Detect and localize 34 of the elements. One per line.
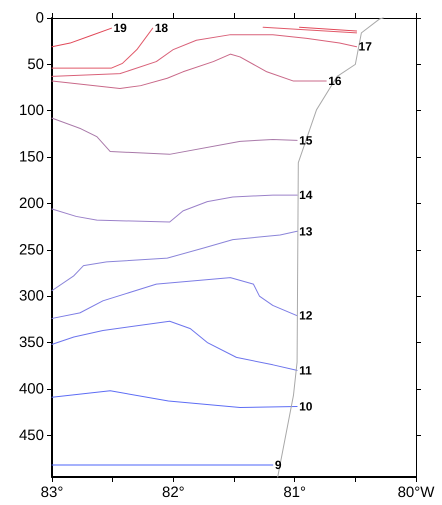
line-series (52, 390, 298, 408)
y-tick-label: 150 (18, 148, 44, 166)
line-series (52, 277, 298, 319)
y-tick-label: 0 (36, 10, 44, 26)
line-series (277, 18, 384, 478)
x-tick-label: 81° (283, 484, 306, 501)
line-series (52, 320, 298, 371)
series-label: 15 (299, 133, 313, 148)
series-label: 17 (358, 40, 372, 54)
line-series (52, 54, 327, 89)
y-tick-label: 250 (18, 241, 44, 258)
y-tick-label: 300 (18, 288, 44, 305)
series-label: 13 (299, 224, 313, 238)
line-series (52, 34, 358, 77)
series-label: 18 (154, 21, 168, 36)
x-tick-label: 82° (162, 484, 185, 501)
line-series (52, 118, 298, 155)
y-tick-label: 400 (18, 380, 44, 398)
y-tick-label: 200 (18, 194, 44, 212)
x-tick-label: 80°W (398, 484, 436, 501)
series-label: 19 (113, 21, 128, 36)
x-tick-label: 83° (40, 484, 64, 501)
y-tick-label: 100 (18, 102, 44, 120)
series-label: 16 (328, 74, 342, 88)
y-tick-label: 450 (18, 426, 44, 444)
line-series (52, 194, 298, 222)
y-tick-label: 350 (18, 334, 44, 352)
series-label: 9 (274, 458, 282, 472)
series-label: 10 (299, 400, 313, 414)
series-label: 12 (299, 308, 313, 323)
line-series (52, 230, 298, 292)
y-tick-label: 50 (27, 56, 44, 73)
series-label: 14 (299, 188, 313, 202)
series-label: 11 (299, 363, 312, 378)
